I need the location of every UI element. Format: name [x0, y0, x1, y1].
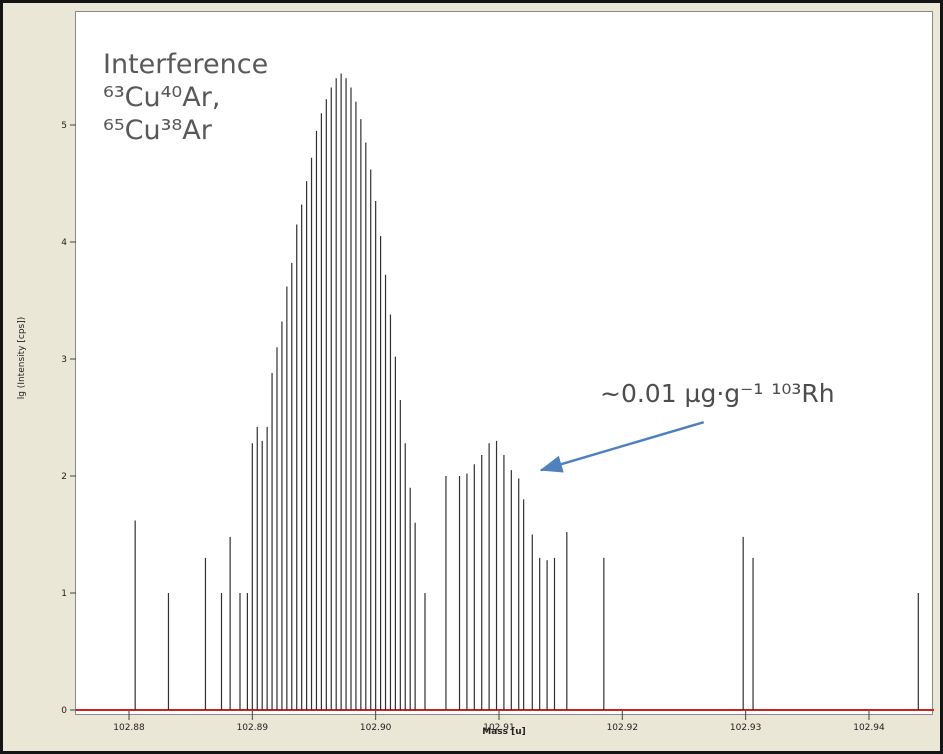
y-tick-label: 3 [61, 355, 67, 365]
interference-line-3: ⁶⁵Cu³⁸Ar [103, 114, 212, 146]
x-tick-label: 102.91 [483, 723, 515, 733]
plot-area: 102.88 102.89 102.90 102.91 102.92 102.93 102.… [61, 11, 934, 733]
y-tick-label: 0 [61, 706, 67, 716]
y-tick-label: 1 [61, 589, 67, 599]
interference-line-2: ⁶³Cu⁴⁰Ar, [103, 81, 221, 113]
x-tick-label: 102.94 [853, 723, 885, 733]
x-tick-label: 102.89 [237, 723, 269, 733]
y-tick-label: 4 [61, 238, 67, 248]
interference-annotation: Interference ⁶³Cu⁴⁰Ar, ⁶⁵Cu³⁸Ar [103, 49, 268, 148]
interference-line-1: Interference [103, 49, 269, 80]
mass-spectrum-plot: 102.88 102.89 102.90 102.91 102.92 102.93 102.… [61, 73, 934, 733]
x-tick-label: 102.90 [360, 723, 392, 733]
x-tick-label: 102.93 [730, 723, 762, 733]
x-axis-title: Mass [u] [482, 727, 526, 737]
y-tick-label: 2 [61, 472, 67, 482]
y-axis-title: lg (Intensity [cps]) [17, 316, 27, 400]
x-tick-label: 102.88 [113, 723, 145, 733]
rh-concentration-annotation: ~0.01 µg·g⁻¹ ¹⁰³Rh [600, 379, 835, 408]
y-tick-label: 5 [61, 121, 67, 131]
x-tick-label: 102.92 [607, 723, 639, 733]
annotation-arrow [539, 420, 705, 473]
